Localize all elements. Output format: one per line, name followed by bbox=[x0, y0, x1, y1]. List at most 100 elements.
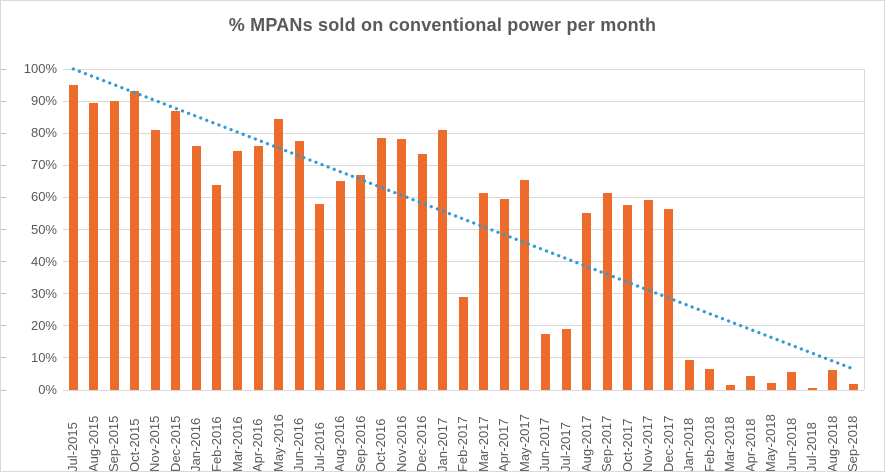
y-axis-tick bbox=[1, 196, 6, 198]
bar bbox=[150, 130, 160, 390]
y-axis-tick bbox=[1, 293, 6, 295]
x-axis-label: May-2016 bbox=[270, 414, 286, 472]
bar bbox=[356, 174, 366, 390]
x-slot: Oct-2015 bbox=[125, 396, 146, 471]
bar bbox=[623, 205, 633, 390]
x-axis-label: Dec-2015 bbox=[167, 415, 183, 472]
y-axis-tick bbox=[1, 325, 6, 327]
bar bbox=[787, 371, 797, 390]
bar bbox=[233, 150, 243, 390]
bar-slot bbox=[309, 69, 330, 390]
bar-slot bbox=[392, 69, 413, 390]
x-slot: Jan-2016 bbox=[186, 396, 207, 472]
x-axis-label: Feb-2016 bbox=[208, 416, 224, 472]
y-axis-label: 60% bbox=[30, 189, 57, 205]
bar bbox=[848, 384, 858, 390]
bar-slot bbox=[433, 69, 454, 390]
y-axis-tick bbox=[1, 261, 6, 263]
bar bbox=[191, 146, 201, 390]
x-slot: Mar-2018 bbox=[720, 396, 741, 472]
x-axis-label: Jan-2016 bbox=[188, 417, 204, 472]
bar-slot bbox=[145, 69, 166, 390]
bar-slot bbox=[330, 69, 351, 390]
x-axis-label: Mar-2016 bbox=[229, 416, 245, 472]
x-axis-label: Oct-2016 bbox=[373, 418, 389, 472]
x-axis-label: Jun-2016 bbox=[291, 417, 307, 472]
x-slot: Jul-2017 bbox=[556, 396, 577, 472]
bar bbox=[253, 146, 263, 390]
y-axis-label: 80% bbox=[30, 125, 57, 141]
bar bbox=[376, 138, 386, 390]
y-axis-tick bbox=[1, 357, 6, 359]
bar-slot bbox=[515, 69, 536, 390]
bar-slot bbox=[207, 69, 228, 390]
bar bbox=[705, 369, 715, 390]
x-axis-label: Apr-2018 bbox=[742, 418, 758, 472]
y-axis-label: 30% bbox=[30, 285, 57, 301]
x-axis-label: Aug-2017 bbox=[578, 415, 594, 472]
x-slot: Mar-2016 bbox=[227, 396, 248, 472]
x-axis-label: Jul-2017 bbox=[558, 422, 574, 472]
bar bbox=[294, 141, 304, 390]
x-slot: Mar-2017 bbox=[474, 396, 495, 472]
x-axis-label: Oct-2017 bbox=[619, 418, 635, 472]
y-axis-tick bbox=[1, 68, 6, 70]
x-axis-label: Sep-2018 bbox=[845, 415, 861, 472]
x-slot: Sep-2016 bbox=[350, 396, 371, 471]
x-slot: Apr-2016 bbox=[248, 396, 269, 471]
bar bbox=[561, 329, 571, 390]
bar-slot bbox=[350, 69, 371, 390]
bar bbox=[684, 359, 694, 390]
x-slot: Apr-2017 bbox=[494, 396, 515, 472]
x-axis-label: Jan-2017 bbox=[434, 417, 450, 472]
x-axis-label: Mar-2017 bbox=[475, 416, 491, 472]
y-axis-label: 0% bbox=[38, 382, 57, 397]
bar-slot bbox=[802, 69, 823, 390]
x-slot: Jun-2018 bbox=[782, 396, 803, 472]
bar bbox=[643, 199, 653, 390]
chart-title: % MPANs sold on conventional power per m… bbox=[228, 15, 657, 35]
x-slot: Dec-2016 bbox=[412, 396, 433, 471]
x-axis-label: Jan-2018 bbox=[681, 417, 697, 472]
gridline bbox=[63, 389, 864, 391]
x-slot: Feb-2017 bbox=[453, 396, 474, 471]
y-axis-tick bbox=[1, 164, 6, 166]
x-slot: Aug-2018 bbox=[823, 396, 844, 472]
y-axis-tick bbox=[1, 100, 6, 102]
y-axis-label: 20% bbox=[30, 317, 57, 333]
x-slot: May-2016 bbox=[268, 396, 289, 472]
bar-slot bbox=[125, 69, 146, 390]
bar-slot bbox=[843, 69, 864, 390]
y-axis-label: 40% bbox=[30, 253, 57, 269]
bar-slot bbox=[84, 69, 105, 390]
bar-slot bbox=[104, 69, 125, 390]
bar-slot bbox=[761, 69, 782, 390]
bar-slot bbox=[268, 69, 289, 390]
x-slot: Jun-2017 bbox=[535, 396, 556, 471]
x-slot: May-2017 bbox=[515, 396, 536, 472]
x-axis-label: Apr-2017 bbox=[496, 418, 512, 472]
bar-slot bbox=[474, 69, 495, 390]
bar bbox=[479, 193, 489, 390]
bar-slot bbox=[699, 69, 720, 390]
x-axis-label: May-2017 bbox=[516, 414, 532, 472]
y-axis-tick bbox=[1, 132, 6, 134]
bar-slot bbox=[494, 69, 515, 390]
bar-slot bbox=[186, 69, 207, 390]
bar-slot bbox=[679, 69, 700, 390]
x-axis-label: May-2018 bbox=[763, 414, 779, 472]
x-slot: Jul-2016 bbox=[309, 396, 330, 471]
bar bbox=[807, 388, 817, 390]
x-axis-label: Aug-2018 bbox=[824, 415, 840, 472]
bar bbox=[89, 102, 99, 390]
x-axis-label: Jun-2018 bbox=[783, 417, 799, 472]
x-slot: Jan-2018 bbox=[679, 396, 700, 472]
x-slot: Sep-2017 bbox=[597, 396, 618, 471]
bar bbox=[746, 376, 756, 390]
y-axis-tick bbox=[1, 229, 6, 230]
bar-slot bbox=[720, 69, 741, 390]
x-axis-label: Mar-2018 bbox=[722, 416, 738, 472]
x-axis-label: Aug-2015 bbox=[85, 415, 101, 472]
bar bbox=[725, 385, 735, 390]
